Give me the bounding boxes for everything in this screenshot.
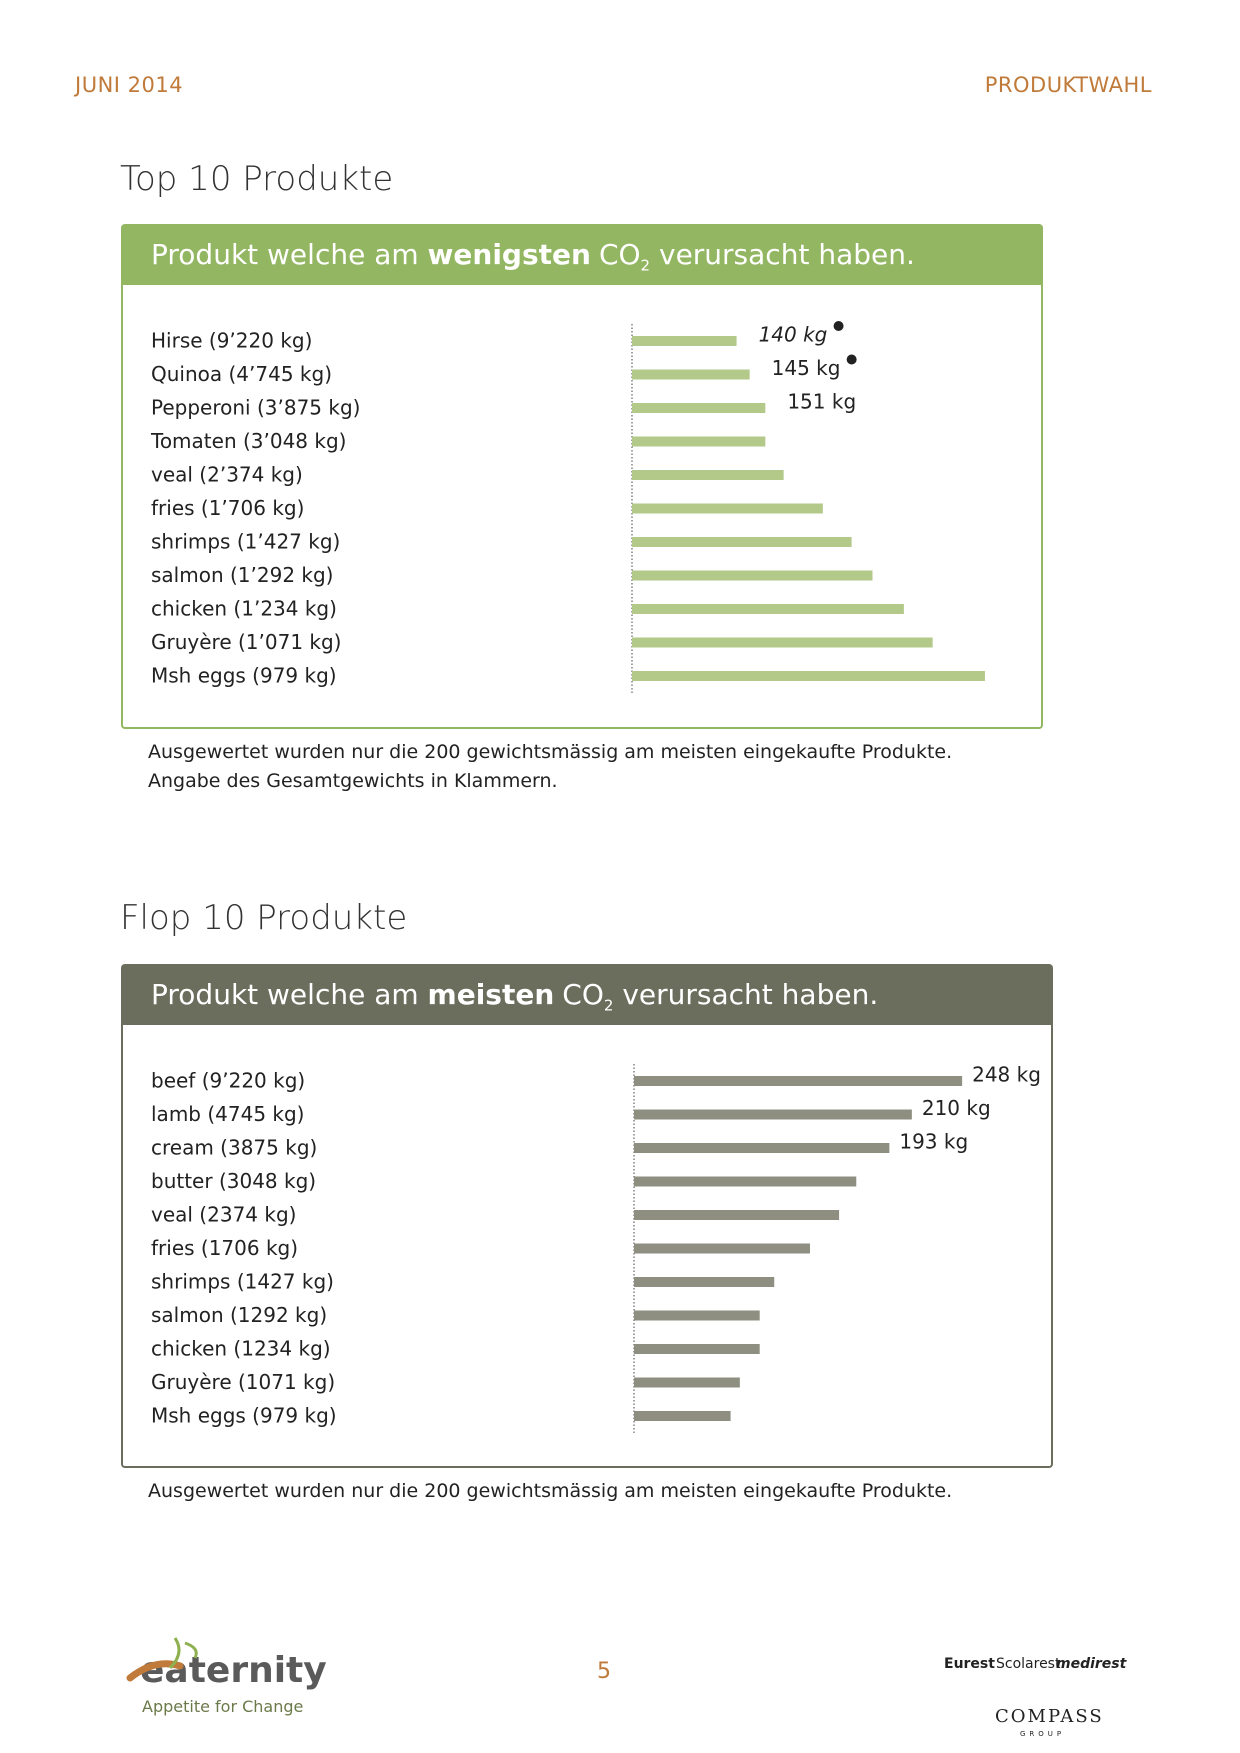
category-label: Quinoa (4’745 kg)	[151, 362, 332, 386]
chart: Hirse (9’220 kg) 140 kg Quinoa (4’745 kg) 1…	[150, 321, 985, 695]
logo-icon	[126, 1637, 198, 1682]
label-icon	[833, 321, 844, 331]
heading-text: verursacht haben.	[613, 978, 879, 1011]
note: Ausgewertet wurden nur die 200 gewichtsm…	[148, 741, 953, 792]
bar	[632, 503, 823, 514]
bar	[632, 336, 737, 346]
brand: Eurest	[944, 1656, 995, 1672]
bar	[634, 1143, 890, 1153]
value-label: 145 kg	[772, 356, 841, 380]
category-label: fries (1706 kg)	[151, 1236, 298, 1260]
section-title: Top 10 Produkte	[120, 159, 394, 199]
bar	[634, 1411, 731, 1421]
bar	[632, 403, 766, 413]
bar	[632, 637, 933, 648]
chart: beef (9’220 kg) 248 kg lamb (4745 kg) 210 k…	[151, 1063, 1041, 1435]
label-icon	[846, 354, 857, 365]
bar	[632, 436, 766, 447]
category-label: salmon (1292 kg)	[151, 1303, 327, 1327]
value-label: 193 kg	[899, 1130, 968, 1154]
bar	[634, 1344, 760, 1354]
bar	[634, 1377, 740, 1388]
brand: medirest	[1056, 1656, 1127, 1672]
category-label: Msh eggs (979 kg)	[151, 1404, 337, 1428]
category-label: Tomaten (3’048 kg)	[150, 429, 346, 453]
chart-box	[121, 1025, 1053, 1468]
category-label: Msh eggs (979 kg)	[151, 664, 337, 688]
section-heading: Produkt welche am wenigsten CO2 verursach…	[121, 224, 1043, 285]
group-logo: COMPASS	[995, 1706, 1104, 1727]
section-title: Flop 10 Produkte	[120, 898, 408, 938]
bar	[634, 1243, 810, 1254]
category-label: fries (1’706 kg)	[151, 496, 304, 520]
category-label: Gruyère (1’071 kg)	[151, 630, 341, 654]
category-label: Hirse (9’220 kg)	[151, 329, 312, 353]
category-label: chicken (1’234 kg)	[151, 597, 337, 621]
heading-text: CO	[598, 238, 641, 271]
heading-text: Produkt welche am	[151, 978, 428, 1011]
header-date: JUNI 2014	[75, 73, 184, 97]
bar	[634, 1277, 775, 1287]
category-label: shrimps (1427 kg)	[151, 1270, 334, 1294]
logo-tagline: Appetite for Change	[142, 1697, 304, 1716]
heading-sub: 2	[640, 256, 651, 275]
bar	[632, 470, 784, 480]
category-label: shrimps (1’427 kg)	[151, 530, 340, 554]
bar	[634, 1109, 912, 1120]
note: Ausgewertet wurden nur die 200 gewichtsm…	[148, 1480, 953, 1502]
value-label: 140 kg	[759, 323, 828, 347]
bar	[632, 604, 904, 614]
bar	[632, 537, 852, 547]
heading-bold: wenigsten	[427, 238, 591, 271]
bar	[632, 369, 750, 380]
category-label: chicken (1234 kg)	[151, 1337, 331, 1361]
bar	[634, 1310, 760, 1321]
bar	[632, 671, 985, 681]
heading-text: CO	[562, 978, 604, 1011]
heading-text: Produkt welche am	[151, 238, 428, 271]
brand: Scolarest	[996, 1656, 1061, 1672]
value-label: 151 kg	[787, 390, 856, 414]
bar	[634, 1210, 840, 1220]
category-label: veal (2’374 kg)	[151, 463, 303, 487]
header-section: PRODUKTWAHL	[984, 73, 1152, 97]
category-label: beef (9’220 kg)	[151, 1069, 305, 1093]
value-label: 248 kg	[972, 1063, 1041, 1087]
bar	[634, 1076, 963, 1086]
logo: eaternity	[140, 1650, 327, 1691]
category-label: Gruyère (1071 kg)	[151, 1370, 335, 1394]
chart-box	[121, 285, 1043, 729]
heading-sub: 2	[603, 996, 614, 1015]
page-number: 5	[597, 1659, 611, 1684]
section-heading: Produkt welche am meisten CO2 verursacht …	[121, 964, 1053, 1025]
heading-text: verursacht haben.	[650, 238, 915, 271]
category-label: Pepperoni (3’875 kg)	[151, 396, 360, 420]
group-sub: GROUP	[1020, 1730, 1066, 1738]
category-label: butter (3048 kg)	[151, 1169, 316, 1193]
value-label: 210 kg	[922, 1096, 991, 1120]
heading-bold: meisten	[427, 978, 555, 1011]
bar	[632, 570, 873, 581]
category-label: lamb (4745 kg)	[151, 1102, 305, 1126]
category-label: veal (2374 kg)	[151, 1203, 296, 1227]
category-label: cream (3875 kg)	[151, 1136, 317, 1160]
category-label: salmon (1’292 kg)	[151, 563, 333, 587]
bar	[634, 1176, 857, 1187]
